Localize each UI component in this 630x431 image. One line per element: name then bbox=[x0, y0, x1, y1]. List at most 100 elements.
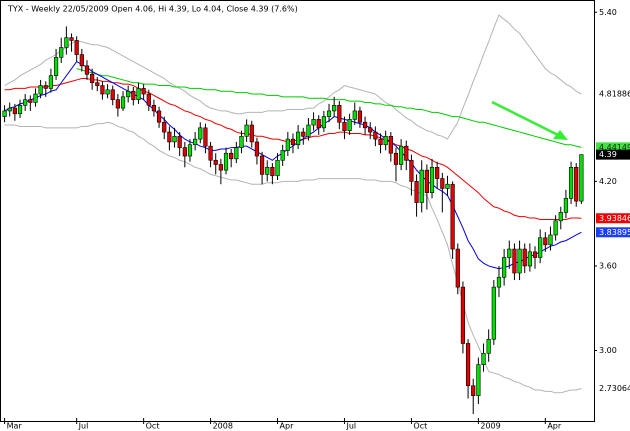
candle-body bbox=[337, 104, 342, 123]
candle-body bbox=[373, 131, 378, 140]
candle-body bbox=[64, 37, 69, 48]
value-tag-box bbox=[596, 227, 630, 238]
value-tag-box bbox=[596, 213, 630, 224]
candle-body bbox=[347, 119, 352, 131]
candle-body bbox=[548, 234, 553, 246]
candle-body bbox=[218, 164, 223, 171]
candle-body bbox=[321, 116, 326, 129]
x-tick-label: Mar bbox=[7, 422, 23, 431]
candle-body bbox=[90, 73, 95, 84]
candle-body bbox=[167, 131, 172, 143]
x-tick-label: 2009 bbox=[480, 422, 500, 431]
candle-body bbox=[146, 93, 151, 106]
candle-body bbox=[38, 85, 43, 95]
candle-body bbox=[496, 276, 502, 288]
value-tag-box bbox=[596, 89, 630, 100]
candle-body bbox=[275, 159, 280, 177]
candle-body bbox=[198, 127, 203, 140]
candle-body bbox=[553, 220, 558, 236]
candle-body bbox=[105, 89, 110, 95]
candle-body bbox=[254, 141, 260, 157]
candle-body bbox=[23, 99, 28, 106]
candle-body bbox=[17, 104, 23, 115]
candle-body bbox=[388, 136, 393, 154]
candle-body bbox=[558, 212, 563, 222]
candle-body bbox=[517, 248, 522, 274]
candle-body bbox=[455, 248, 460, 288]
candle-body bbox=[383, 136, 388, 146]
candle-body bbox=[162, 121, 167, 133]
candle-body bbox=[301, 131, 306, 137]
candle-body bbox=[53, 57, 59, 76]
candle-body bbox=[95, 82, 100, 86]
candle-body bbox=[84, 65, 90, 75]
candle-body bbox=[249, 124, 254, 143]
candle-body bbox=[69, 37, 74, 41]
candle-body bbox=[507, 248, 512, 258]
x-tick-label: Oct bbox=[146, 422, 160, 431]
candle-body bbox=[409, 159, 414, 182]
value-tag: 3.93846 bbox=[599, 214, 630, 223]
y-tick-label: 3.60 bbox=[599, 261, 617, 270]
candle-body bbox=[7, 107, 12, 112]
x-tick-label: Oct bbox=[413, 422, 427, 431]
candle-body bbox=[229, 152, 234, 160]
candle-body bbox=[259, 155, 265, 175]
candle-body bbox=[213, 159, 218, 165]
candle-body bbox=[579, 154, 584, 202]
candle-body bbox=[131, 90, 136, 100]
candle-body bbox=[342, 121, 347, 131]
value-tag: 4.39 bbox=[599, 150, 617, 159]
candle-body bbox=[193, 138, 198, 146]
candle-body bbox=[290, 138, 296, 146]
candle-body bbox=[270, 167, 275, 177]
plot-frame bbox=[0, 0, 595, 422]
candle-body bbox=[316, 119, 321, 129]
candle-body bbox=[187, 144, 193, 157]
overlay-line bbox=[76, 68, 582, 148]
candle-body bbox=[429, 167, 435, 193]
candle-body bbox=[311, 119, 316, 126]
value-tag: 3.83895 bbox=[599, 228, 630, 237]
candle-body bbox=[43, 85, 48, 89]
candle-body bbox=[239, 136, 244, 148]
candle-body bbox=[265, 167, 270, 175]
candle-body bbox=[362, 121, 368, 129]
candle-body bbox=[352, 110, 357, 120]
candle-body bbox=[141, 88, 146, 95]
candle-body bbox=[110, 89, 115, 100]
candle-body bbox=[460, 286, 466, 344]
candle-body bbox=[33, 93, 38, 103]
candle-body bbox=[172, 136, 177, 143]
candle-body bbox=[203, 127, 208, 147]
candle-body bbox=[120, 96, 126, 109]
candle-body bbox=[280, 150, 285, 161]
candle-body bbox=[424, 169, 429, 193]
candle-body bbox=[332, 104, 337, 112]
candle-body bbox=[527, 251, 532, 267]
candle-body bbox=[378, 138, 383, 146]
candle-body bbox=[481, 353, 486, 365]
arrow-head bbox=[553, 130, 568, 140]
value-tag-box bbox=[596, 383, 630, 394]
candle-body bbox=[182, 147, 187, 157]
candle-body bbox=[357, 110, 363, 123]
y-tick-label: 4.20 bbox=[599, 177, 617, 186]
trend-arrow bbox=[491, 100, 568, 140]
candle-body bbox=[502, 257, 507, 278]
candle-body bbox=[532, 251, 538, 258]
candle-body bbox=[491, 286, 496, 340]
candle-body bbox=[12, 107, 17, 115]
candle-body bbox=[177, 136, 182, 148]
candle-body bbox=[2, 110, 7, 117]
candle-body bbox=[471, 385, 476, 396]
candle-body bbox=[59, 47, 64, 58]
candle-body bbox=[48, 75, 54, 89]
candle-body bbox=[419, 169, 424, 203]
candle-body bbox=[450, 183, 455, 250]
candle-body bbox=[465, 343, 471, 387]
candle-body bbox=[538, 237, 543, 258]
candle-body bbox=[568, 167, 574, 199]
value-tag: 4.44149 bbox=[599, 143, 630, 152]
